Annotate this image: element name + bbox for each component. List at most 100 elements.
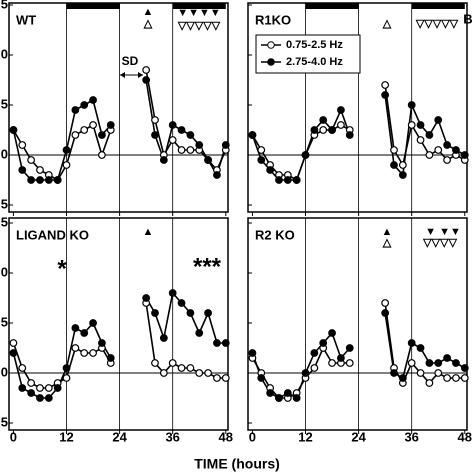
data-point <box>407 339 416 347</box>
data-point <box>27 156 36 164</box>
data-point <box>398 171 407 179</box>
data-point <box>71 131 80 139</box>
data-point <box>168 121 177 129</box>
data-point <box>186 131 195 139</box>
data-point <box>390 161 398 169</box>
data-point <box>71 106 80 114</box>
data-point <box>62 161 71 169</box>
panel-frame <box>8 2 229 213</box>
data-point <box>345 131 354 139</box>
data-point <box>18 364 27 372</box>
data-point <box>168 359 177 367</box>
annotation: B <box>463 11 472 26</box>
data-point <box>434 116 443 124</box>
annotation: ▽▽▽▽▽ <box>177 20 221 32</box>
x-tick-label: 0 <box>249 429 256 444</box>
x-tick-label: 12 <box>298 429 312 444</box>
data-point <box>186 309 195 317</box>
data-point <box>266 389 275 397</box>
data-point <box>319 116 328 124</box>
data-point <box>452 374 460 382</box>
data-point <box>186 146 195 154</box>
annotation: △ <box>143 18 153 30</box>
data-point <box>9 349 18 357</box>
data-point <box>62 364 71 372</box>
data-point <box>36 166 44 174</box>
data-point <box>460 374 469 382</box>
panel-title: R1KO <box>255 12 291 27</box>
panel-title: R2 KO <box>255 227 295 242</box>
data-point <box>319 339 328 347</box>
data-point <box>434 369 443 377</box>
data-point <box>381 299 390 307</box>
data-point <box>177 126 186 134</box>
data-point <box>248 131 257 139</box>
data-point <box>18 141 27 149</box>
panel-frame <box>8 217 229 431</box>
y-tick-label: 5 <box>1 96 8 111</box>
annotation: ▽▽▽▽ <box>422 237 457 249</box>
data-point <box>177 299 186 307</box>
dark-period <box>305 3 359 9</box>
panel-frame <box>247 217 468 431</box>
data-point <box>337 106 345 114</box>
panel-title: LIGAND KO <box>16 227 89 242</box>
data-point <box>443 374 451 382</box>
data-point <box>425 379 434 387</box>
legend-box <box>255 34 361 74</box>
annotation: ▼ ▼▼ <box>425 226 461 238</box>
data-point <box>27 379 36 387</box>
data-point <box>106 354 115 362</box>
data-point <box>195 369 204 377</box>
y-tick-label: 0 <box>1 264 8 279</box>
data-point <box>80 349 89 357</box>
data-point <box>177 364 186 372</box>
annotation: *** <box>193 253 222 280</box>
annotation: ▼▼▼▼ <box>177 7 221 19</box>
panel-title: WT <box>16 12 36 27</box>
data-point <box>80 126 89 134</box>
data-point <box>221 141 230 149</box>
data-point <box>71 344 80 352</box>
data-point <box>345 344 354 352</box>
data-point <box>142 66 151 74</box>
data-point <box>213 171 221 179</box>
data-point <box>248 349 257 357</box>
data-point <box>301 151 310 159</box>
y-tick-label: 5 <box>1 196 8 211</box>
data-point <box>80 329 89 337</box>
data-point <box>328 329 336 337</box>
panel-frame <box>247 2 468 213</box>
data-point <box>159 334 168 342</box>
dark-period <box>411 3 465 9</box>
data-point <box>9 126 18 134</box>
data-point <box>177 146 186 154</box>
data-point <box>142 294 151 302</box>
data-point <box>443 354 451 362</box>
data-point <box>381 309 390 317</box>
x-tick-label: 0 <box>10 429 17 444</box>
legend-label: 2.75-4.0 Hz <box>286 56 343 68</box>
data-point <box>443 156 451 164</box>
data-point <box>301 369 310 377</box>
data-point <box>407 101 416 109</box>
data-point <box>98 151 106 159</box>
data-point <box>18 166 27 174</box>
data-point <box>434 146 443 154</box>
data-point <box>53 384 62 392</box>
legend-label: 0.75-2.5 Hz <box>286 39 343 51</box>
data-point <box>319 126 328 134</box>
x-tick-label: 48 <box>458 429 472 444</box>
x-tick-label: 36 <box>165 429 179 444</box>
annotation: △ <box>382 18 392 30</box>
data-point <box>434 359 443 367</box>
data-point <box>53 176 62 184</box>
data-point <box>213 339 221 347</box>
data-point <box>36 394 44 402</box>
data-point <box>257 374 266 382</box>
data-point <box>80 101 89 109</box>
data-point <box>159 369 168 377</box>
annotation: ▲ <box>143 6 154 18</box>
data-point <box>337 354 345 362</box>
